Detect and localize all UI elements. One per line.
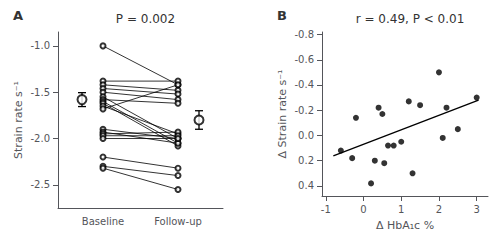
svg-text:-0.2: -0.2 [294,105,314,116]
svg-text:Baseline: Baseline [82,216,124,227]
svg-text:-0.4: -0.4 [294,79,314,90]
svg-text:P = 0.002: P = 0.002 [116,12,175,26]
svg-text:-0.8: -0.8 [294,29,314,40]
svg-text:Δ Strain rate s⁻¹: Δ Strain rate s⁻¹ [276,70,289,159]
svg-text:B: B [277,8,287,23]
svg-text:0.2: 0.2 [298,155,314,166]
svg-text:Strain rate s⁻¹: Strain rate s⁻¹ [12,81,25,159]
svg-text:1: 1 [398,204,404,215]
svg-text:-0.6: -0.6 [294,54,314,65]
svg-text:2: 2 [436,204,442,215]
svg-text:-1.0: -1.0 [30,40,50,51]
svg-text:0.0: 0.0 [298,130,314,141]
svg-text:-1.5: -1.5 [30,87,50,98]
svg-text:-2.5: -2.5 [30,179,50,190]
svg-text:0.4: 0.4 [298,180,314,191]
svg-text:-1: -1 [321,204,331,215]
svg-text:Δ HbA₁c %: Δ HbA₁c % [376,219,434,232]
svg-text:3: 3 [473,204,479,215]
svg-text:-2.0: -2.0 [30,133,50,144]
svg-text:r = 0.49, P < 0.01: r = 0.49, P < 0.01 [356,12,465,26]
svg-text:Follow-up: Follow-up [154,216,202,227]
svg-text:0: 0 [360,204,366,215]
svg-text:A: A [13,8,23,23]
